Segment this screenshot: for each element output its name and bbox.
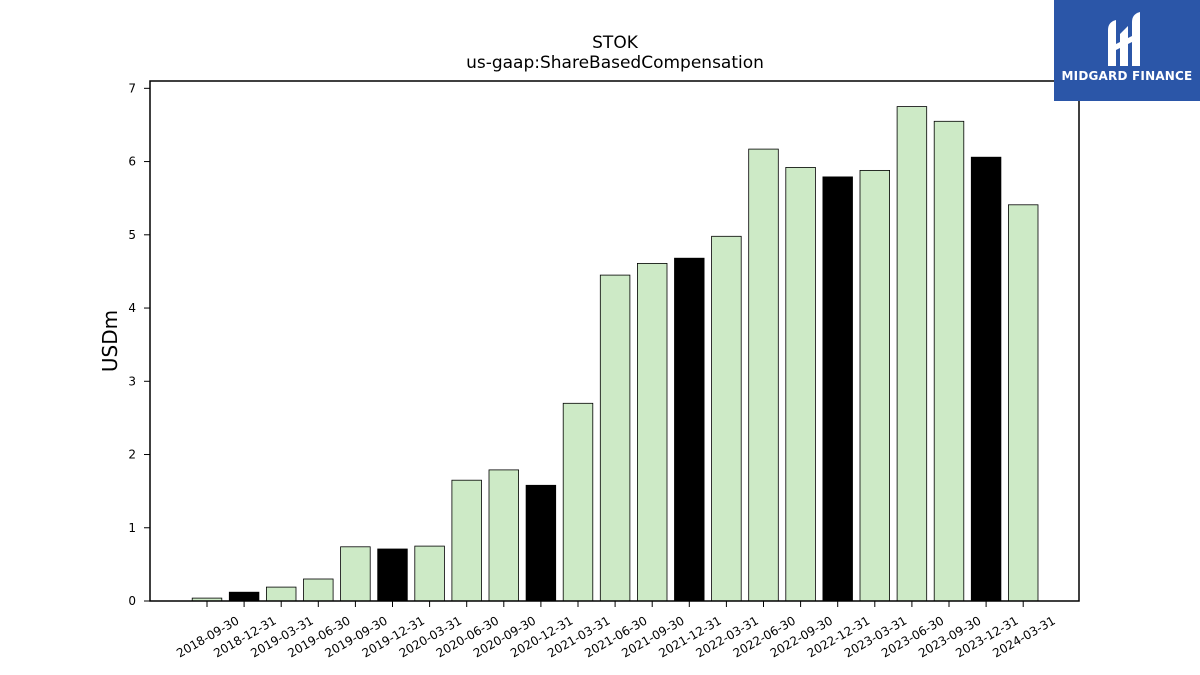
bar-2021-09-30 (637, 262, 668, 602)
bar-2022-12-31 (822, 176, 853, 602)
y-tick-label: 0 (128, 594, 136, 608)
y-tick-label: 1 (128, 521, 136, 535)
bar-2020-03-31 (414, 545, 445, 602)
bar-2019-09-30 (340, 546, 371, 602)
bar-2021-12-31 (674, 257, 705, 602)
bar-2021-03-31 (562, 402, 594, 602)
bar-2020-06-30 (451, 479, 482, 602)
logo-text: MIDGARD FINANCE (1061, 69, 1193, 83)
y-axis: 0 1 2 3 4 5 6 7 (128, 81, 150, 608)
y-tick-label: 6 (128, 155, 136, 169)
chart-subtitle: us-gaap:ShareBasedCompensation (466, 53, 764, 73)
y-tick-label: 2 (128, 448, 136, 462)
bar-2023-09-30 (933, 120, 965, 602)
bar-2022-06-30 (748, 148, 779, 602)
y-tick-label: 4 (128, 301, 136, 315)
bar-2020-12-31 (525, 484, 557, 602)
bar-2023-06-30 (896, 106, 928, 602)
bar-2023-12-31 (970, 156, 1002, 602)
bar-2024-03-31 (1008, 204, 1039, 602)
bar-2018-12-31 (228, 591, 260, 602)
bar-2022-03-31 (711, 235, 742, 602)
y-axis-label: USDm (98, 310, 122, 372)
bar-2020-09-30 (488, 469, 520, 602)
plot-frame (149, 80, 1080, 602)
bar-2019-12-31 (377, 548, 408, 602)
bar-2019-03-31 (265, 586, 297, 602)
y-tick-label: 5 (128, 228, 136, 242)
bar-2019-06-30 (303, 578, 334, 602)
y-tick-label: 3 (128, 374, 136, 388)
bar-2022-09-30 (785, 166, 816, 602)
bar-2023-03-31 (859, 169, 891, 602)
midgard-logo: MIDGARD FINANCE (1054, 0, 1200, 101)
chart-title: STOK (592, 33, 639, 53)
midgard-logo-icon (1108, 12, 1140, 66)
y-tick-label: 7 (128, 81, 136, 95)
bar-2021-06-30 (599, 274, 631, 602)
x-axis: 2018-09-302018-12-312019-03-312019-06-30… (174, 601, 1058, 660)
bars-layer (191, 106, 1039, 602)
